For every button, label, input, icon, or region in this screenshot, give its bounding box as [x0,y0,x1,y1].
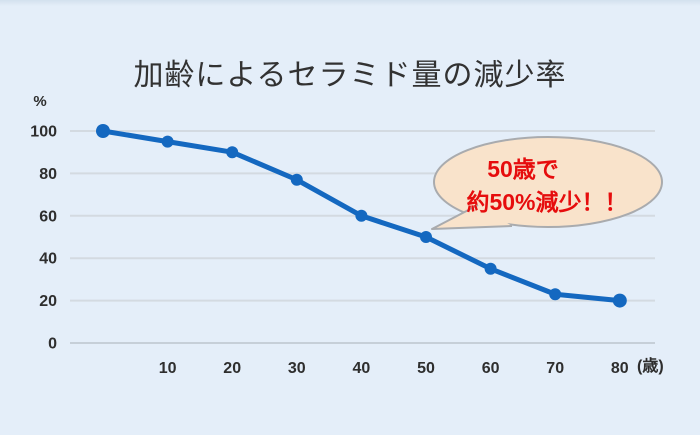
speech-bubble-text-line1: 50歳で [487,156,559,182]
data-point-age-80 [612,293,627,308]
data-point-age-50 [420,231,432,243]
data-point-age-20 [226,146,239,159]
x-tick-label-10: 10 [159,360,177,377]
y-tick-label-0: 0 [48,336,57,353]
y-axis-unit-label: % [33,93,46,110]
chart-title: 加齢によるセラミド量の減少率 [133,59,567,92]
y-tick-label-60: 60 [39,208,57,225]
x-tick-label-50: 50 [417,360,435,377]
x-tick-label-60: 60 [482,360,500,377]
speech-bubble-tail [431,204,513,230]
x-tick-label-80: 80 [611,360,629,377]
x-axis-unit-label: (歳) [637,356,664,375]
y-tick-label-80: 80 [39,166,57,183]
data-point-age-70 [549,288,562,301]
speech-bubble [433,136,663,228]
data-point-age-40 [355,209,368,222]
y-tick-label-20: 20 [39,293,57,310]
data-point-age-60 [484,262,497,275]
x-tick-label-30: 30 [288,360,306,377]
y-tick-label-40: 40 [39,251,57,268]
top-edge-shading [0,0,700,6]
data-point-age-30 [290,173,303,186]
x-tick-label-20: 20 [223,360,241,377]
x-tick-label-70: 70 [546,360,564,377]
speech-bubble-text-line2: 約50%減少！！ [466,189,627,215]
data-point-age-0 [96,124,110,138]
y-tick-label-100: 100 [30,124,57,141]
data-point-age-10 [161,135,174,148]
x-tick-label-40: 40 [353,360,371,377]
